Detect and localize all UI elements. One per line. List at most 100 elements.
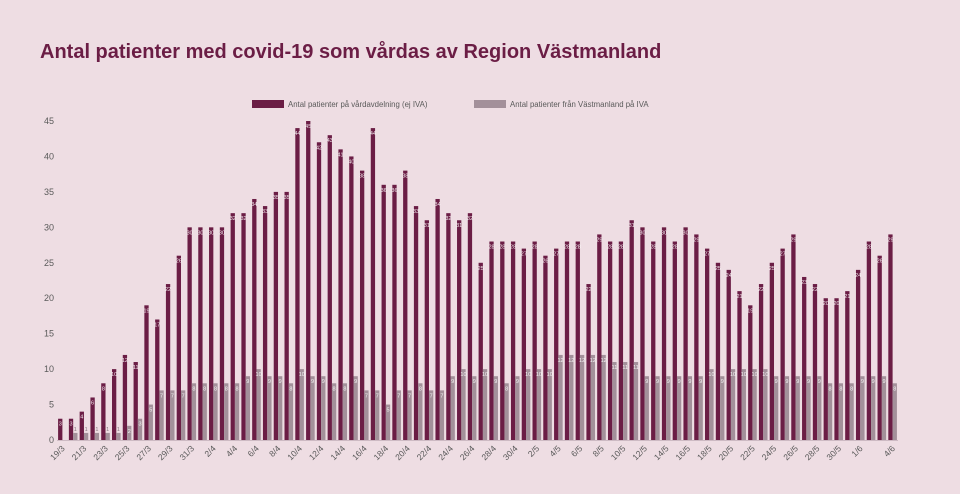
- iva-bar: [849, 383, 854, 440]
- ward-bar: [112, 369, 117, 440]
- iva-data-label: 9: [775, 379, 778, 385]
- iva-bar: [73, 432, 78, 440]
- ward-data-label: 25: [769, 266, 775, 272]
- iva-data-label: 9: [699, 379, 702, 385]
- iva-bar: [418, 383, 423, 440]
- legend-label-iva: Antal patienter från Västmanland på IVA: [510, 100, 649, 109]
- y-tick-label: 20: [44, 293, 54, 303]
- ward-bar: [489, 241, 494, 440]
- ward-data-label: 22: [758, 287, 764, 293]
- iva-bar: [202, 383, 207, 440]
- ward-data-label: 31: [629, 223, 635, 229]
- iva-data-label: 10: [741, 372, 747, 378]
- ward-bar: [575, 241, 580, 440]
- iva-bar: [299, 369, 304, 440]
- ward-data-label: 35: [284, 195, 290, 201]
- ward-bar: [58, 418, 63, 440]
- ward-bar: [661, 227, 667, 440]
- iva-bar: [439, 390, 445, 440]
- ward-data-label: 28: [564, 245, 570, 251]
- ward-bar: [219, 227, 225, 440]
- iva-data-label: 7: [376, 393, 379, 399]
- iva-data-label: 10: [708, 372, 714, 378]
- ward-bar: [295, 128, 300, 440]
- ward-data-label: 3: [69, 422, 72, 428]
- iva-bar: [526, 369, 531, 440]
- iva-bar: [234, 383, 240, 440]
- iva-bar: [267, 376, 272, 440]
- ward-data-label: 29: [887, 237, 893, 243]
- ward-bar: [521, 248, 527, 440]
- ward-bar: [812, 284, 818, 440]
- iva-bar: [676, 376, 682, 440]
- ward-data-label: 19: [143, 308, 149, 314]
- chart-title: Antal patienter med covid-19 som vårdas …: [40, 40, 661, 63]
- ward-data-label: 43: [327, 138, 333, 144]
- iva-bar: [881, 376, 887, 440]
- ward-bar: [683, 227, 688, 440]
- y-tick-label: 5: [49, 400, 54, 410]
- ward-bar: [672, 241, 677, 440]
- ward-data-label: 25: [478, 266, 484, 272]
- ward-data-label: 27: [553, 252, 559, 258]
- ward-data-label: 32: [230, 216, 236, 222]
- iva-bar: [784, 376, 790, 440]
- iva-data-label: 8: [225, 386, 228, 392]
- y-tick-label: 25: [44, 258, 54, 268]
- iva-data-label: 11: [622, 365, 628, 371]
- iva-data-label: 9: [688, 379, 691, 385]
- iva-data-label: 9: [882, 379, 885, 385]
- iva-bar: [180, 390, 186, 440]
- ward-bar: [640, 227, 645, 440]
- iva-bar: [94, 432, 100, 440]
- iva-data-label: 8: [419, 386, 422, 392]
- ward-data-label: 28: [618, 245, 624, 251]
- iva-data-label: 9: [721, 379, 724, 385]
- ward-data-label: 28: [866, 245, 872, 251]
- ward-data-label: 20: [833, 301, 839, 307]
- ward-bar: [629, 220, 634, 440]
- iva-data-label: 9: [872, 379, 875, 385]
- iva-data-label: 1: [117, 427, 120, 433]
- ward-bar: [457, 220, 462, 440]
- iva-data-label: 10: [482, 372, 488, 378]
- iva-data-label: 10: [256, 372, 262, 378]
- ward-data-label: 19: [747, 308, 753, 314]
- iva-bar: [288, 383, 294, 440]
- ward-data-label: 30: [187, 230, 193, 236]
- iva-bar: [482, 369, 488, 440]
- iva-data-label: 7: [440, 393, 443, 399]
- iva-bar: [353, 376, 358, 440]
- ward-bar: [823, 298, 828, 440]
- ward-bar: [90, 397, 95, 440]
- ward-bar: [381, 184, 386, 440]
- iva-data-label: 9: [785, 379, 788, 385]
- ward-bar: [586, 284, 591, 440]
- iva-data-label: 1: [106, 427, 109, 433]
- ward-data-label: 36: [391, 188, 397, 194]
- ward-data-label: 32: [240, 216, 246, 222]
- ward-bar: [155, 319, 160, 440]
- iva-bar: [601, 354, 606, 440]
- ward-bar: [543, 255, 548, 440]
- iva-bar: [623, 362, 628, 440]
- iva-data-label: 12: [557, 358, 563, 364]
- ward-data-label: 22: [812, 287, 818, 293]
- ward-data-label: 30: [683, 230, 689, 236]
- iva-bar: [709, 369, 714, 440]
- iva-bar: [892, 383, 897, 440]
- iva-bar: [827, 383, 833, 440]
- ward-bar: [338, 149, 343, 441]
- ward-data-label: 30: [639, 230, 645, 236]
- ward-data-label: 38: [402, 174, 408, 180]
- iva-data-label: 8: [236, 386, 239, 392]
- ward-bar: [866, 241, 872, 440]
- iva-bar: [590, 354, 596, 440]
- ward-bar: [769, 262, 775, 440]
- legend-label-ward: Antal patienter på vårdavdelning (ej IVA…: [288, 100, 428, 109]
- ward-bar: [101, 383, 106, 440]
- ward-bar: [694, 234, 699, 440]
- iva-bar: [493, 376, 498, 440]
- iva-data-label: 8: [893, 386, 896, 392]
- ward-data-label: 26: [877, 259, 883, 265]
